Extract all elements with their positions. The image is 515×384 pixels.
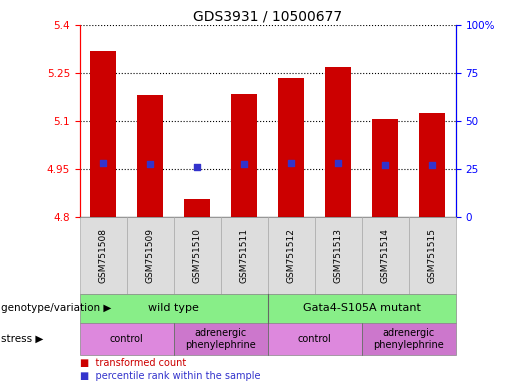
- Bar: [419, 113, 445, 217]
- Point: [193, 164, 201, 170]
- Text: control: control: [110, 334, 144, 344]
- Text: GSM751510: GSM751510: [193, 228, 202, 283]
- Point: [99, 159, 108, 166]
- Text: GSM751513: GSM751513: [334, 228, 343, 283]
- Text: GSM751515: GSM751515: [428, 228, 437, 283]
- Point: [381, 162, 389, 168]
- Text: genotype/variation ▶: genotype/variation ▶: [1, 303, 111, 313]
- Bar: [372, 119, 398, 217]
- Text: ■  transformed count: ■ transformed count: [80, 358, 186, 368]
- Bar: [279, 78, 304, 217]
- Text: stress ▶: stress ▶: [1, 334, 43, 344]
- Text: adrenergic
phenylephrine: adrenergic phenylephrine: [373, 328, 444, 350]
- Text: ■  percentile rank within the sample: ■ percentile rank within the sample: [80, 371, 260, 381]
- Text: GSM751514: GSM751514: [381, 228, 390, 283]
- Bar: [184, 199, 210, 217]
- Point: [240, 161, 248, 167]
- Bar: [231, 94, 257, 217]
- Text: control: control: [298, 334, 332, 344]
- Text: GSM751508: GSM751508: [99, 228, 108, 283]
- Text: wild type: wild type: [148, 303, 199, 313]
- Text: adrenergic
phenylephrine: adrenergic phenylephrine: [185, 328, 256, 350]
- Text: GSM751509: GSM751509: [146, 228, 155, 283]
- Point: [287, 160, 296, 166]
- Point: [146, 161, 154, 167]
- Text: GSM751512: GSM751512: [287, 228, 296, 283]
- Title: GDS3931 / 10500677: GDS3931 / 10500677: [193, 10, 342, 24]
- Bar: [138, 95, 163, 217]
- Text: GSM751511: GSM751511: [240, 228, 249, 283]
- Bar: [325, 66, 351, 217]
- Point: [428, 162, 436, 168]
- Bar: [91, 51, 116, 217]
- Point: [334, 160, 342, 166]
- Text: Gata4-S105A mutant: Gata4-S105A mutant: [303, 303, 421, 313]
